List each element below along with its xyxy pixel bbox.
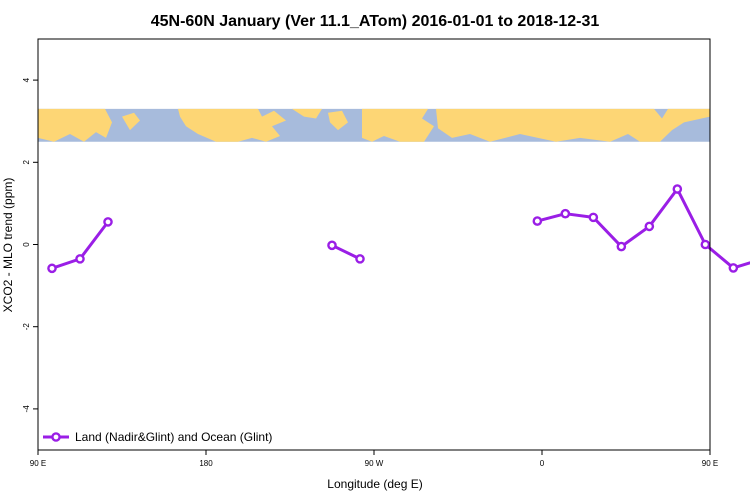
- data-point: [588, 212, 599, 223]
- series-line-segment: [536, 187, 750, 270]
- legend-label: Land (Nadir&Glint) and Ocean (Glint): [75, 430, 272, 444]
- x-tick-label: 0: [540, 459, 545, 468]
- y-tick-label: 2: [22, 160, 31, 165]
- data-point: [103, 217, 113, 227]
- data-point: [355, 254, 365, 264]
- data-point: [672, 184, 683, 194]
- map-band: [38, 108, 710, 142]
- y-axis: -4 -2 0 2 4: [22, 77, 38, 412]
- data-point: [700, 239, 711, 250]
- y-tick-label: 0: [22, 242, 31, 247]
- x-axis: 90 E 180 90 W 0 90 E: [30, 450, 718, 468]
- data-point: [644, 221, 655, 232]
- series-line-segment: [331, 243, 361, 261]
- map-land-5: [362, 108, 434, 142]
- map-land-4: [328, 110, 348, 131]
- map-land-2: [178, 108, 286, 142]
- map-land-1: [122, 112, 140, 131]
- map-land-3: [292, 108, 322, 119]
- x-axis-label: Longitude (deg E): [327, 477, 422, 491]
- x-tick-label: 90 W: [365, 459, 384, 468]
- x-tick-label: 180: [199, 459, 213, 468]
- data-point: [327, 240, 337, 251]
- y-tick-label: -2: [22, 323, 31, 331]
- map-land-0: [38, 108, 112, 142]
- x-tick-label: 90 E: [30, 459, 46, 468]
- y-tick-label: -4: [22, 405, 31, 413]
- series-layer: [47, 184, 750, 274]
- data-point: [532, 216, 543, 226]
- plot-frame: [37, 38, 711, 451]
- data-point: [616, 241, 627, 252]
- data-point: [47, 263, 57, 274]
- legend: Land (Nadir&Glint) and Ocean (Glint): [43, 430, 272, 444]
- x-tick-label: 90 E: [702, 459, 718, 468]
- legend-marker: [51, 432, 61, 442]
- y-tick-label: 4: [22, 77, 31, 82]
- y-axis-label: XCO2 - MLO trend (ppm): [1, 178, 15, 313]
- map-land-6: [436, 108, 710, 142]
- data-point: [728, 263, 739, 273]
- chart-title: 45N-60N January (Ver 11.1_ATom) 2016-01-…: [151, 13, 600, 30]
- data-point: [75, 254, 85, 264]
- data-point: [560, 208, 571, 219]
